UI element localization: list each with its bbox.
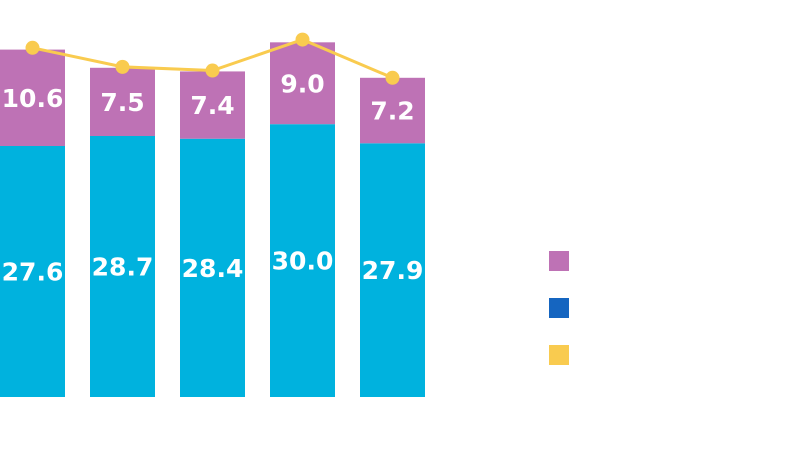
bar-segment-1-1	[0, 146, 65, 397]
legend	[549, 251, 569, 365]
bars-group	[0, 42, 425, 397]
data-label-2-4: 9.0	[280, 69, 324, 98]
data-label-2-1: 10.6	[2, 84, 64, 113]
data-label-1-5: 27.9	[362, 256, 424, 285]
data-labels-group: 27.6 10.6 28.7 7.5 28.4 7.4 30.0 9.0 27.9 7.2	[2, 69, 424, 286]
legend-swatch-1	[549, 251, 569, 271]
line-point-4	[295, 32, 310, 47]
bar-segment-1-4	[270, 124, 335, 397]
line-point-3	[205, 63, 220, 78]
bar-segment-2-2	[90, 67, 155, 136]
bar-segment-1-2	[90, 135, 155, 397]
data-label-1-3: 28.4	[182, 254, 244, 283]
bar-segment-2-5	[360, 77, 425, 144]
line-group	[25, 32, 400, 85]
bar-segment-2-1	[0, 49, 65, 146]
legend-swatch-3	[549, 345, 569, 365]
line-point-2	[115, 59, 130, 74]
data-label-2-3: 7.4	[190, 91, 234, 120]
data-label-1-1: 27.6	[2, 258, 64, 287]
legend-swatch-2	[549, 298, 569, 318]
bar-segment-2-4	[270, 42, 335, 125]
bar-segment-2-3	[180, 71, 245, 139]
data-label-1-2: 28.7	[92, 252, 154, 281]
data-label-1-4: 30.0	[272, 247, 334, 276]
bar-segment-1-3	[180, 138, 245, 397]
data-label-2-2: 7.5	[100, 88, 144, 117]
bar-segment-1-5	[360, 143, 425, 397]
line-point-1	[25, 40, 40, 55]
line-point-5	[385, 70, 400, 85]
data-label-2-5: 7.2	[370, 97, 414, 126]
